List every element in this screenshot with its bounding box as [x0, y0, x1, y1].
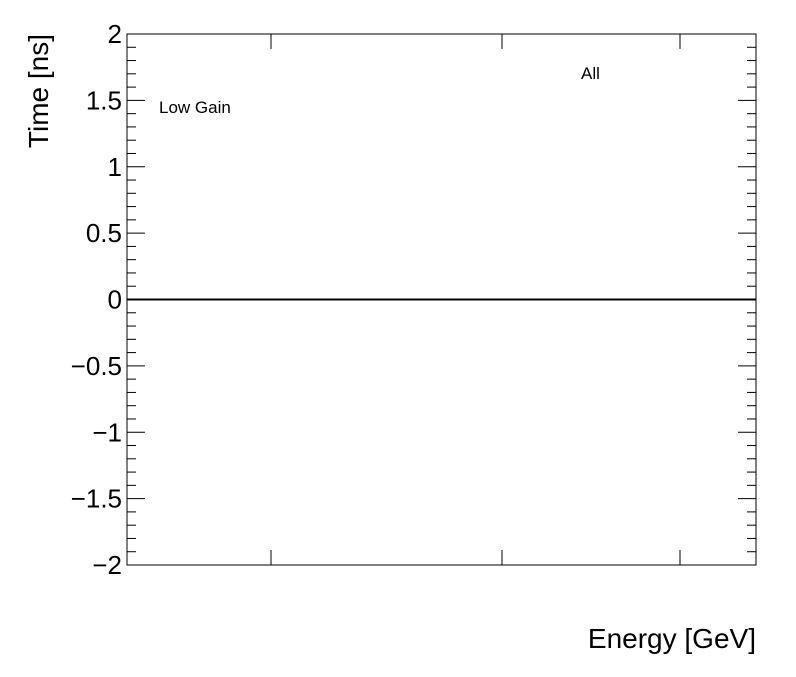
y-tick-label: 2 — [108, 19, 122, 49]
y-tick-label: 1 — [108, 152, 122, 182]
y-axis-title: Time [ns] — [23, 34, 54, 148]
y-tick-label: 1.5 — [86, 85, 122, 115]
x-axis-title: Energy [GeV] — [588, 623, 756, 654]
y-tick-label: −2 — [92, 550, 122, 580]
annotation: Low Gain — [159, 98, 231, 117]
y-tick-label: −0.5 — [71, 351, 122, 381]
annotation: All — [581, 64, 600, 83]
y-tick-label: 0 — [108, 285, 122, 315]
y-tick-label: −1 — [92, 417, 122, 447]
y-tick-label: 0.5 — [86, 218, 122, 248]
y-tick-label: −1.5 — [71, 484, 122, 514]
